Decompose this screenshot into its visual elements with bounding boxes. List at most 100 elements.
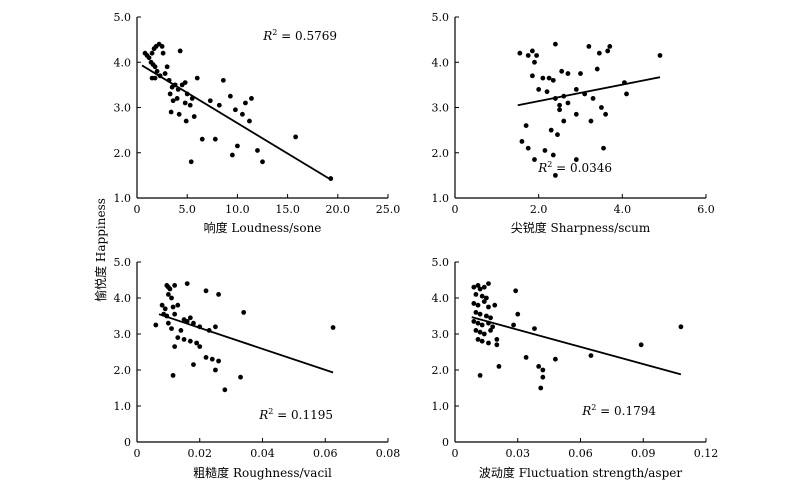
data-point: [194, 340, 200, 346]
data-point: [170, 304, 176, 310]
data-point: [247, 118, 252, 124]
data-point: [573, 111, 579, 117]
data-point: [481, 284, 487, 290]
trend-line: [141, 64, 331, 180]
y-tick-label: 3.0: [432, 102, 450, 115]
data-point: [532, 157, 537, 162]
data-point: [523, 355, 529, 360]
data-point: [565, 100, 571, 106]
data-point: [183, 118, 189, 124]
data-point: [490, 324, 496, 330]
data-point: [473, 328, 479, 333]
data-point: [152, 64, 158, 70]
data-point: [542, 148, 548, 153]
data-point: [477, 329, 483, 335]
data-point: [213, 367, 218, 373]
data-point: [601, 145, 606, 151]
x-tick-label: 0.04: [250, 447, 275, 460]
y-tick-label: 2.0: [432, 147, 450, 160]
data-point: [209, 356, 215, 362]
data-point: [532, 59, 537, 65]
data-point: [529, 48, 535, 54]
y-tick-label: 2.0: [114, 364, 132, 377]
x-tick-label: 2.0: [530, 203, 548, 216]
data-point: [561, 118, 567, 124]
data-point: [184, 281, 190, 286]
data-point: [159, 44, 165, 49]
x-axis-label: 尖锐度 Sharpness/scum: [511, 220, 651, 235]
data-point: [477, 373, 483, 378]
data-point: [182, 80, 188, 86]
data-point: [513, 288, 519, 294]
y-tick-label: 4.0: [432, 292, 450, 305]
data-point: [207, 98, 213, 104]
y-tick-label: 1.0: [432, 192, 450, 205]
data-point: [565, 71, 571, 76]
data-point: [605, 48, 611, 54]
x-tick-label: 0.12: [694, 447, 719, 460]
data-point: [590, 96, 596, 101]
data-point: [483, 313, 489, 319]
data-point: [588, 118, 594, 124]
data-point: [249, 96, 254, 101]
data-point: [550, 77, 556, 83]
data-point: [544, 89, 550, 95]
data-point: [149, 50, 155, 56]
data-point: [492, 302, 498, 308]
data-point: [188, 159, 194, 165]
x-tick-label: 0.06: [313, 447, 338, 460]
data-point: [222, 387, 228, 393]
data-point: [473, 292, 479, 297]
y-tick-label: 0: [124, 436, 131, 449]
data-point: [471, 284, 477, 290]
data-point: [657, 53, 663, 58]
data-point: [330, 325, 336, 330]
data-point: [471, 301, 477, 306]
y-tick-label: 4.0: [114, 292, 132, 305]
x-tick-label: 0.02: [188, 447, 213, 460]
data-point: [172, 344, 178, 349]
data-point: [548, 127, 554, 133]
y-tick-label: 3.0: [432, 328, 450, 341]
data-point: [216, 358, 221, 364]
data-point: [328, 176, 334, 181]
data-point: [471, 319, 477, 324]
x-tick-label: 0: [134, 203, 141, 216]
data-point: [486, 340, 491, 346]
y-tick-label: 2.0: [114, 147, 132, 160]
data-point: [578, 71, 583, 76]
data-point: [260, 159, 265, 165]
data-point: [488, 315, 493, 321]
data-point: [232, 107, 238, 113]
data-point: [515, 311, 521, 317]
data-point: [293, 134, 299, 140]
data-point: [538, 385, 544, 391]
data-point: [235, 143, 240, 149]
data-point: [536, 364, 542, 369]
panel-loudness: 0 5.0 10.0 15.0 20.0 25.0 1.0 2.0 3.0 4.0 5.0 响度 Lo…: [114, 11, 401, 235]
data-point: [678, 324, 684, 330]
data-point: [525, 53, 531, 58]
x-tick-label: 0: [452, 447, 459, 460]
data-point: [220, 77, 226, 83]
data-point: [154, 68, 160, 74]
y-tick-label: 1.0: [114, 400, 132, 413]
trend-line: [471, 316, 682, 376]
y-tick-label: 4.0: [432, 56, 450, 69]
x-tick-label: 0.08: [376, 447, 401, 460]
data-point: [181, 337, 187, 342]
data-point: [146, 55, 152, 61]
data-point: [169, 295, 174, 301]
x-tick-label: 25.0: [376, 203, 401, 216]
data-point: [546, 75, 552, 81]
panel-fluctuation-strength: 0 0.03 0.06 0.09 0.12 0 1.0 2.0 3.0 4.0 5.0 波动度 Flu…: [432, 256, 719, 480]
data-point: [238, 374, 243, 380]
data-point: [169, 326, 174, 331]
panel-sharpness: 0 2.0 4.0 6.0 1.0 2.0 3.0 4.0 5.0 尖锐度 Sharpness/s…: [432, 11, 715, 235]
data-point: [187, 102, 193, 108]
data-point: [594, 66, 600, 72]
x-tick-label: 6.0: [697, 203, 715, 216]
data-point: [187, 338, 193, 344]
data-point: [216, 292, 221, 297]
data-point: [553, 172, 558, 178]
